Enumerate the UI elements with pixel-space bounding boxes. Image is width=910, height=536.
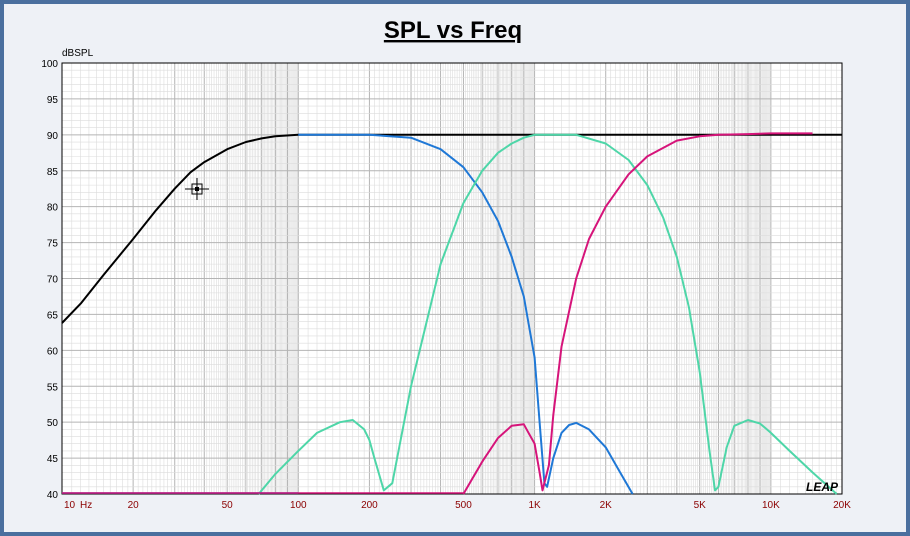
- series-woofer-line: [298, 133, 634, 495]
- x-tick-label: 10K: [762, 500, 780, 511]
- leap-logo: LEAP: [806, 480, 839, 494]
- crosshair-cursor-icon[interactable]: [185, 178, 209, 200]
- x-tick-label: 5K: [694, 500, 707, 511]
- y-tick-label: 60: [47, 346, 59, 357]
- y-tick-label: 85: [47, 167, 59, 178]
- y-tick-label: 75: [47, 239, 59, 250]
- x-tick-label: 1K: [528, 500, 541, 511]
- y-tick-label: 100: [41, 59, 58, 70]
- series-total-line: [61, 133, 842, 324]
- chart-title: SPL vs Freq: [384, 17, 522, 44]
- y-tick-label: 50: [47, 418, 59, 429]
- y-tick-labels: 100 95 90 85 80 75 70 65 60 55 50 45 40: [41, 59, 58, 501]
- x-axis-unit: Hz: [80, 500, 92, 511]
- y-axis-label: dBSPL: [62, 48, 94, 59]
- x-tick-label: 10: [64, 500, 76, 511]
- x-tick-labels: 10 20 50 100 200 500 1K 2K 5K 10K 20K: [64, 500, 851, 511]
- x-tick-label: 20: [128, 500, 140, 511]
- y-tick-label: 55: [47, 382, 59, 393]
- series-tweeter-line: [462, 132, 813, 495]
- y-tick-label: 40: [47, 490, 59, 501]
- series-midrange-line: [257, 133, 838, 495]
- y-tick-label: 45: [47, 454, 59, 465]
- y-tick-label: 90: [47, 131, 59, 142]
- x-tick-label: 2K: [600, 500, 613, 511]
- y-tick-label: 95: [47, 95, 59, 106]
- grid: [61, 62, 843, 495]
- y-tick-label: 80: [47, 203, 59, 214]
- spl-chart: SPL vs Freq dBSPL 100 95 90 85 80 75 70 65 60 55 5…: [41, 17, 851, 511]
- x-tick-label: 20K: [833, 500, 851, 511]
- series: [61, 132, 842, 495]
- x-tick-label: 100: [290, 500, 307, 511]
- y-tick-label: 65: [47, 310, 59, 321]
- x-tick-label: 200: [361, 500, 378, 511]
- y-tick-label: 70: [47, 275, 59, 286]
- plot-border: [61, 62, 843, 495]
- x-tick-label: 500: [455, 500, 472, 511]
- x-tick-label: 50: [222, 500, 234, 511]
